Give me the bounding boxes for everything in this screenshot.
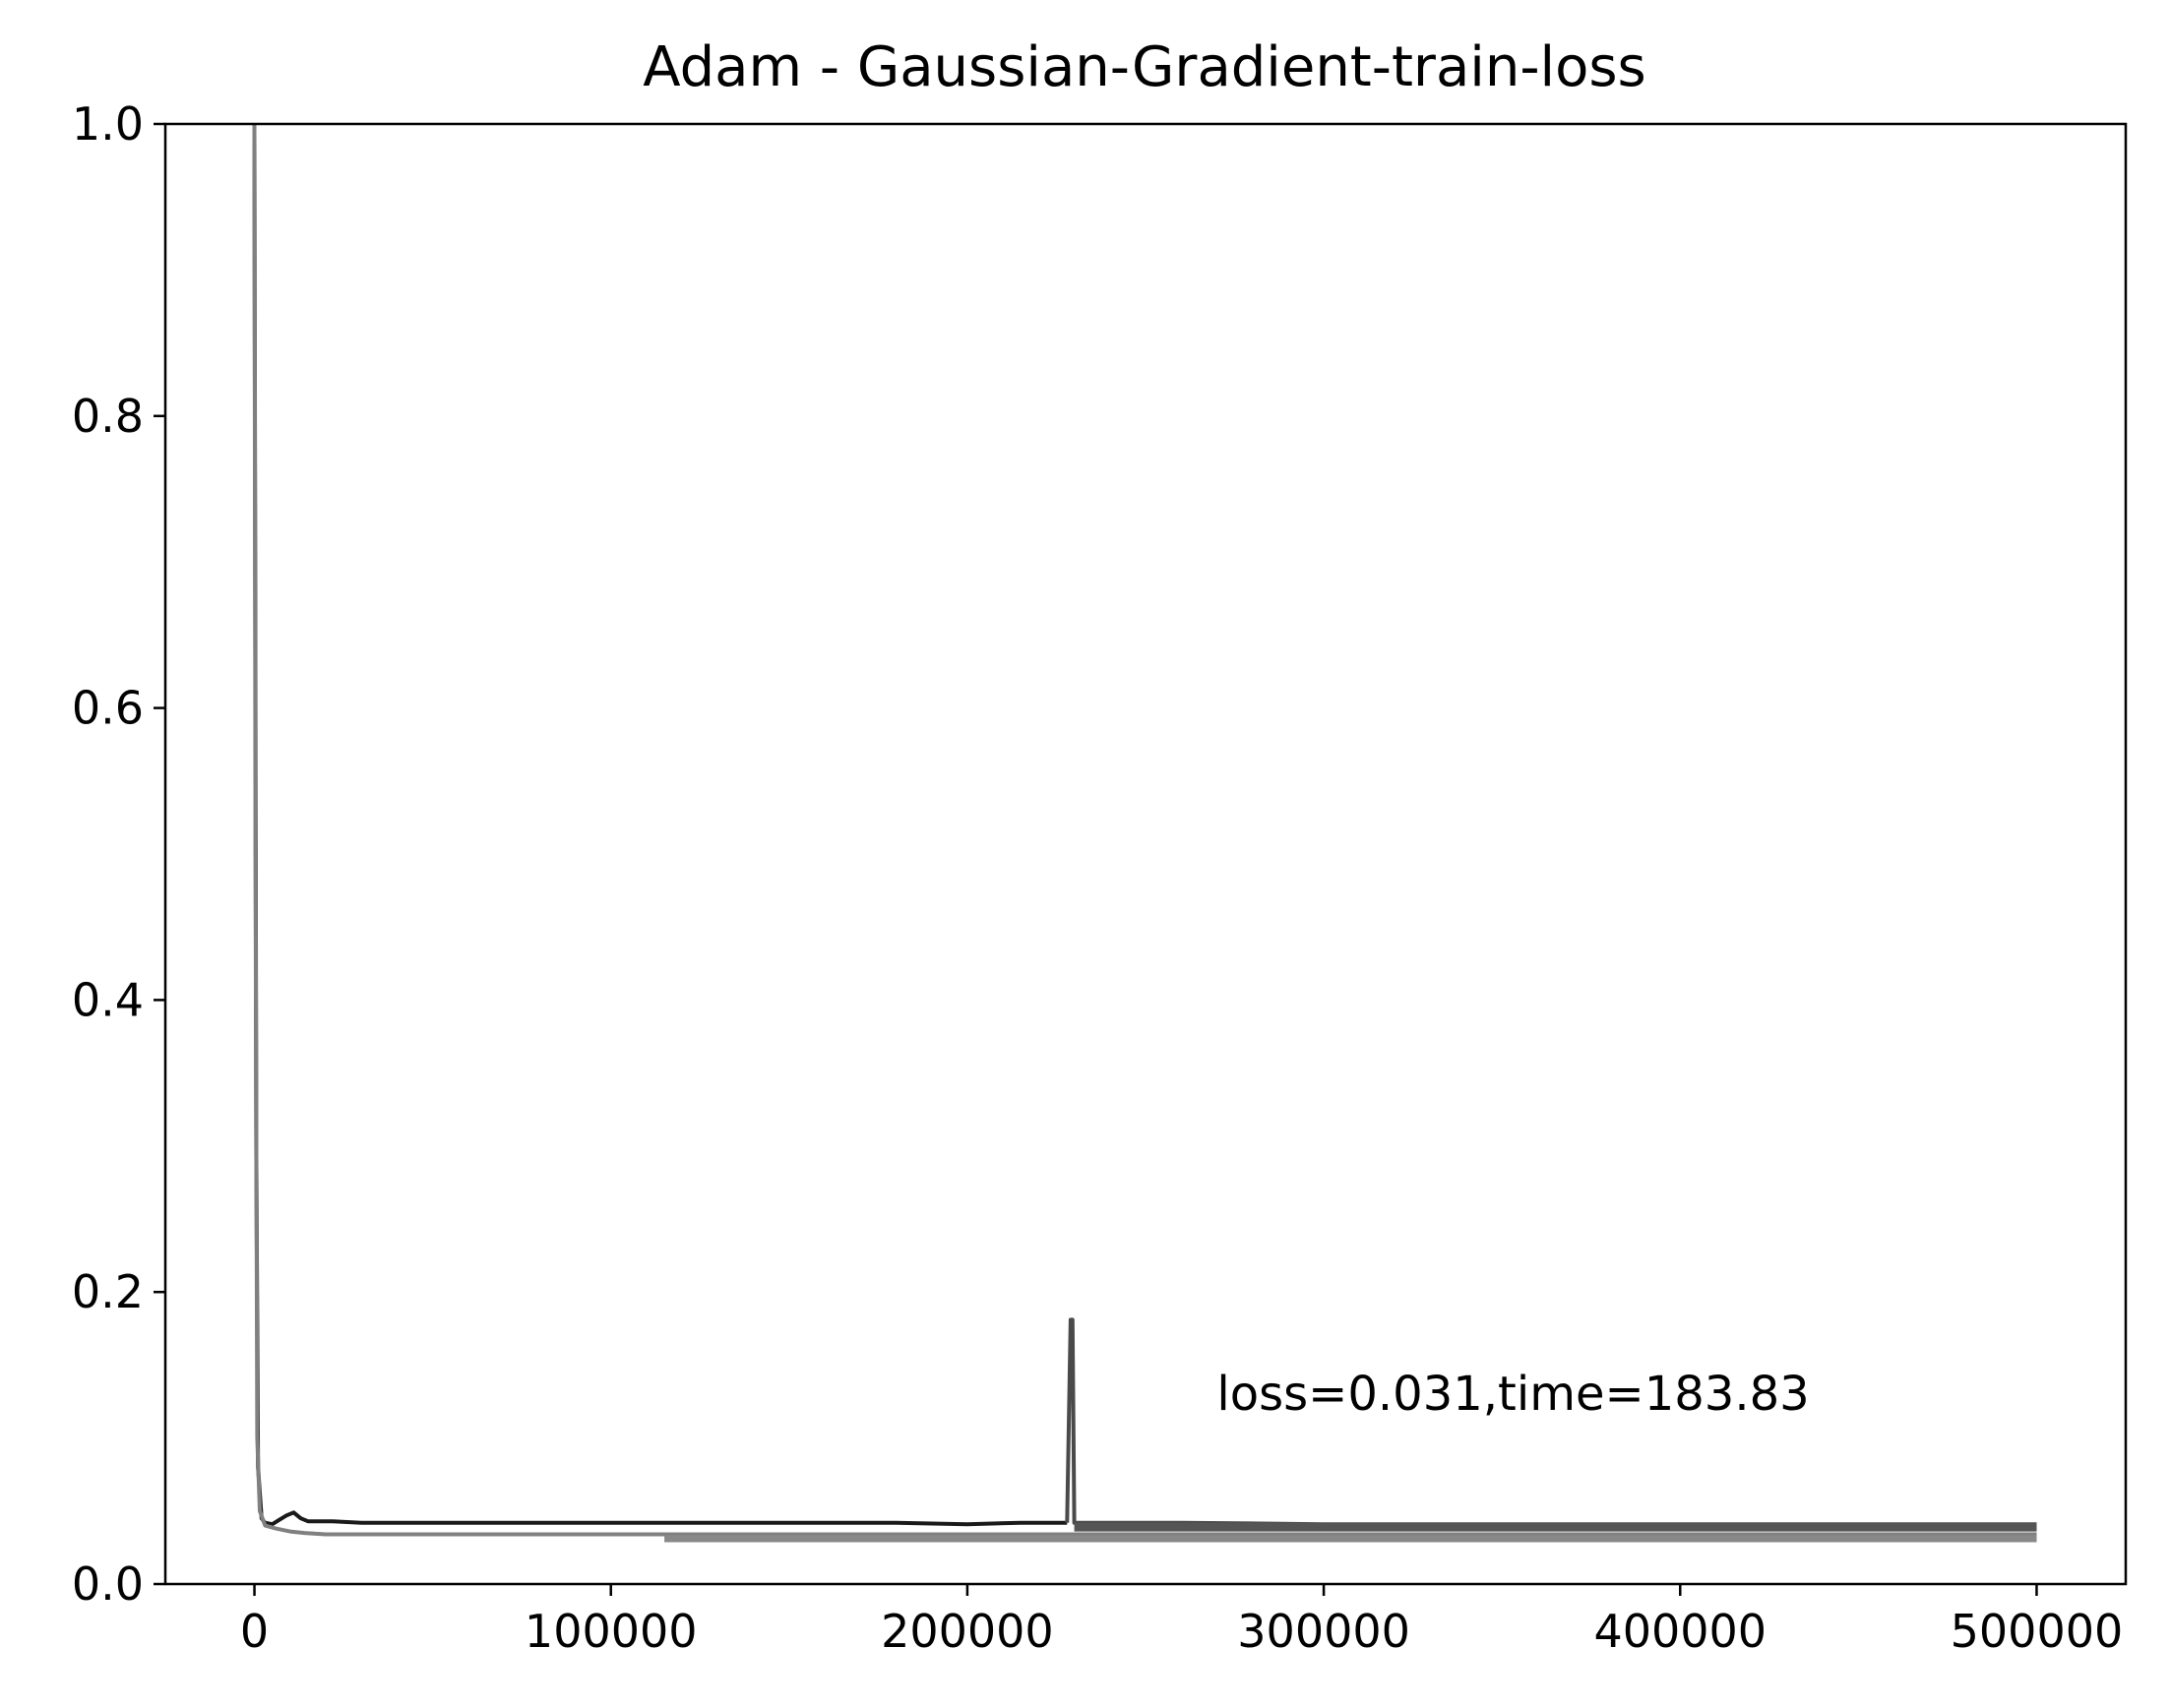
series-line-1 bbox=[252, 123, 1068, 1527]
x-tick-label: 300000 bbox=[1237, 1605, 1410, 1658]
series-line-2 bbox=[1065, 1317, 2037, 1527]
chart-title: Adam - Gaussian-Gradient-train-loss bbox=[643, 35, 1645, 99]
y-tick-label: 1.0 bbox=[72, 97, 144, 151]
plot-frame bbox=[163, 122, 2128, 1586]
annotation-text: loss=0.031,time=183.83 bbox=[1216, 1367, 1809, 1422]
y-tick-label: 0.4 bbox=[72, 973, 144, 1026]
x-tick-label: 0 bbox=[240, 1605, 269, 1658]
y-tick-label: 0.6 bbox=[72, 682, 144, 735]
y-tick-label: 0.0 bbox=[72, 1557, 144, 1611]
y-axis: 0.0 0.2 0.4 0.6 0.8 1.0 bbox=[72, 97, 165, 1611]
series-line-4 bbox=[252, 123, 2037, 1537]
x-tick-label: 100000 bbox=[525, 1605, 698, 1658]
x-tick-label: 500000 bbox=[1951, 1605, 2124, 1658]
y-tick-label: 0.8 bbox=[72, 390, 144, 443]
x-tick-label: 400000 bbox=[1593, 1605, 1767, 1658]
series-layer bbox=[252, 123, 2037, 1543]
x-axis: 0 100000 200000 300000 400000 500000 bbox=[240, 1584, 2123, 1658]
y-tick-label: 0.2 bbox=[72, 1265, 144, 1318]
x-tick-label: 200000 bbox=[881, 1605, 1054, 1658]
